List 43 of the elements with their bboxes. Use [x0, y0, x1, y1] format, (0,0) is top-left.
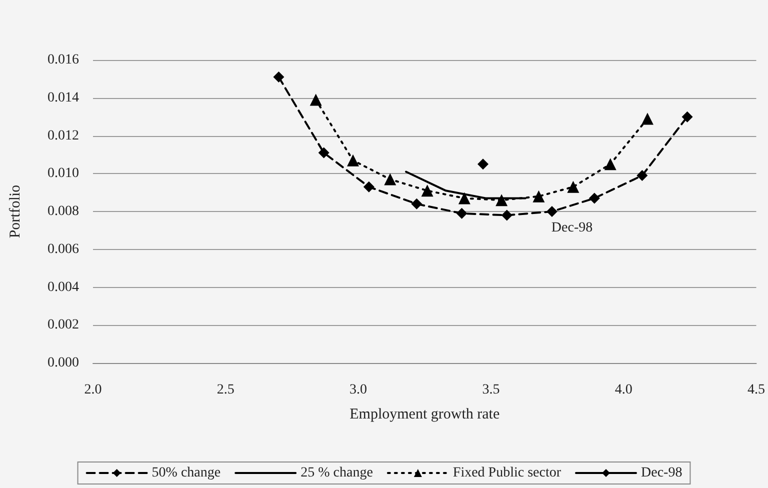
legend-label: 25 % change [300, 466, 373, 480]
point [501, 210, 512, 221]
point [421, 184, 434, 197]
point [346, 154, 359, 166]
point [456, 208, 468, 219]
x-axis-title: Employment growth rate [350, 406, 500, 422]
y-axis-title: Portfolio [8, 184, 24, 238]
point [318, 147, 330, 158]
y-tick-label: 0.014 [48, 90, 79, 106]
legend-label: Dec-98 [641, 466, 682, 480]
point [310, 94, 322, 106]
point [411, 198, 422, 210]
point [604, 158, 616, 170]
point [532, 190, 545, 202]
x-tick-label: 3.5 [482, 382, 500, 398]
y-tick-label: 0.002 [48, 318, 79, 333]
point [458, 192, 470, 204]
point [477, 158, 488, 170]
y-tick-label: 0.000 [48, 356, 79, 370]
y-tick-label: 0.010 [48, 166, 79, 182]
y-tick-label: 0.016 [48, 52, 79, 68]
point [567, 180, 580, 193]
point [588, 192, 600, 204]
point [273, 72, 284, 83]
legend-label: 50% change [152, 466, 221, 480]
point [496, 194, 508, 206]
x-tick-label: 3.0 [350, 382, 368, 398]
point [636, 170, 648, 182]
x-tick-label: 4.0 [614, 382, 632, 398]
x-tick-label: 4.5 [748, 382, 765, 398]
y-tick-label: 0.004 [48, 280, 79, 295]
point [546, 206, 558, 217]
point [363, 181, 374, 192]
x-tick-label: 2.5 [216, 382, 234, 398]
point [682, 111, 693, 122]
y-tick-label: 0.012 [48, 128, 79, 144]
y-tick-label: 0.006 [48, 242, 79, 257]
point [384, 173, 396, 186]
legend-label: Fixed Public sector [452, 466, 562, 480]
y-tick-label: 0.008 [48, 204, 79, 219]
annotation: Dec-98 [551, 220, 593, 236]
x-tick-label: 2.0 [84, 382, 102, 398]
point [641, 112, 654, 125]
